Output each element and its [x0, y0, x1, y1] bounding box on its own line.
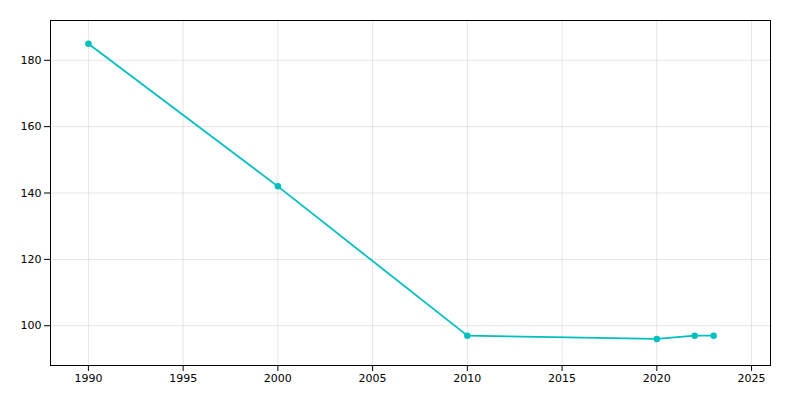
- svg-text:2005: 2005: [359, 372, 387, 385]
- svg-text:1995: 1995: [169, 372, 197, 385]
- svg-text:2015: 2015: [548, 372, 576, 385]
- svg-text:2025: 2025: [738, 372, 766, 385]
- svg-text:120: 120: [21, 253, 42, 266]
- svg-text:160: 160: [21, 120, 42, 133]
- svg-text:100: 100: [21, 319, 42, 332]
- svg-text:140: 140: [21, 187, 42, 200]
- svg-text:2000: 2000: [264, 372, 292, 385]
- svg-text:2010: 2010: [453, 372, 481, 385]
- svg-text:180: 180: [21, 54, 42, 67]
- svg-text:1990: 1990: [74, 372, 102, 385]
- svg-text:2020: 2020: [643, 372, 671, 385]
